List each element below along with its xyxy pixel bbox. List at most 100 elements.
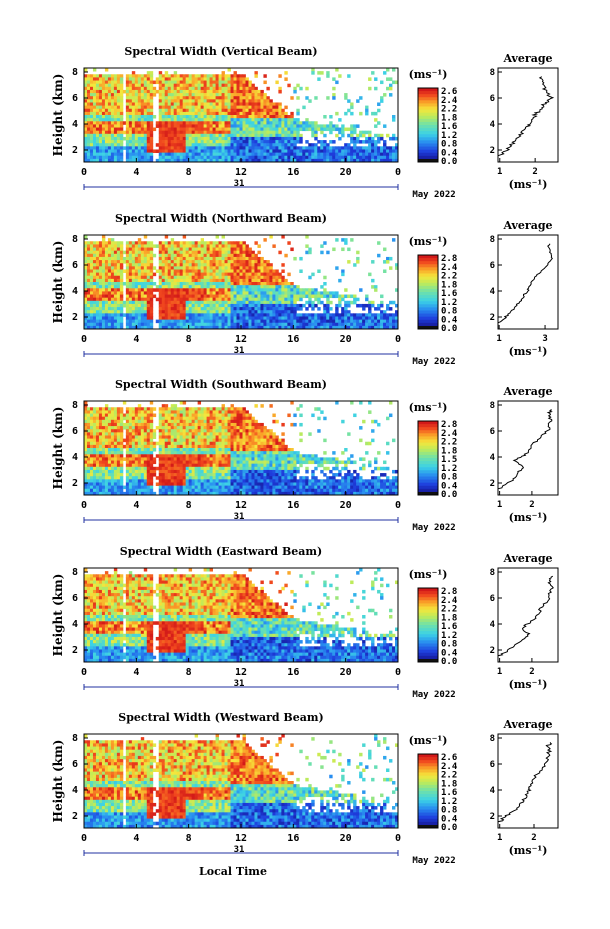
heatmap-cell	[113, 272, 118, 277]
heatmap-cell	[395, 316, 399, 320]
heatmap-cell	[84, 491, 88, 496]
heatmap-cell	[293, 130, 297, 135]
heatmap-cell	[158, 102, 163, 106]
heatmap-cell	[188, 313, 193, 317]
heatmap-cell	[95, 451, 100, 455]
heatmap-cell	[161, 291, 166, 295]
colorbar-swatch	[418, 121, 438, 126]
heatmap-cell	[248, 272, 252, 277]
heatmap-cell	[158, 133, 163, 138]
heatmap-cell	[287, 303, 291, 308]
heatmap-cell	[317, 146, 321, 150]
heatmap-cell	[368, 143, 372, 147]
heatmap-cell	[101, 316, 106, 320]
heatmap-cell	[206, 294, 210, 299]
heatmap-cell	[116, 482, 121, 486]
heatmap-cell	[218, 319, 222, 324]
heatmap-cell	[119, 432, 124, 436]
heatmap-cell	[158, 319, 163, 324]
heatmap-cell	[227, 250, 231, 255]
heatmap-cell	[197, 288, 202, 292]
heatmap-cell	[347, 99, 351, 103]
heatmap-cell	[104, 278, 109, 283]
heatmap-cell	[203, 260, 208, 264]
heatmap-cell	[350, 319, 354, 324]
heatmap-cell	[86, 140, 91, 144]
heatmap-cell	[128, 130, 133, 135]
heatmap-cell	[230, 303, 234, 308]
heatmap-cell	[170, 297, 175, 302]
heatmap-cell	[281, 152, 285, 157]
heatmap-cell	[263, 99, 267, 103]
heatmap-cell	[194, 133, 199, 138]
heatmap-cell	[389, 146, 393, 150]
heatmap-cell	[224, 93, 228, 97]
heatmap-cell	[182, 121, 187, 125]
heatmap-cell	[131, 444, 136, 449]
heatmap-cell	[233, 83, 237, 88]
heatmap-cell	[266, 285, 270, 289]
heatmap-cell	[92, 158, 97, 163]
heatmap-cell	[143, 241, 148, 245]
heatmap-cell	[356, 313, 360, 317]
heatmap-cell	[146, 140, 151, 144]
heatmap-cell	[284, 313, 288, 317]
heatmap-cell	[110, 319, 115, 324]
heatmap-cell	[86, 413, 91, 418]
heatmap-cell	[161, 127, 166, 132]
heatmap-cell	[86, 127, 91, 132]
heatmap-cell	[215, 127, 219, 132]
heatmap-cell	[215, 111, 219, 116]
heatmap-cell	[233, 105, 237, 110]
heatmap-cell	[191, 297, 196, 302]
heatmap-cell	[188, 272, 193, 277]
heatmap-cell	[173, 288, 178, 292]
heatmap-cell	[368, 158, 372, 163]
heatmap-cell	[209, 244, 213, 248]
heatmap-cell	[260, 316, 264, 320]
heatmap-cell	[158, 316, 163, 320]
heatmap-cell	[203, 241, 208, 245]
heatmap-cell	[119, 96, 124, 100]
heatmap-cell	[104, 83, 109, 88]
heatmap-cell	[266, 260, 270, 264]
heatmap-cell	[320, 143, 324, 147]
heatmap-cell	[110, 482, 115, 486]
heatmap-cell	[308, 291, 312, 295]
heatmap-cell	[86, 291, 91, 295]
heatmap-cell	[203, 130, 208, 135]
heatmap-cell	[158, 136, 163, 141]
heatmap-cell	[194, 310, 199, 314]
heatmap-cell	[113, 482, 118, 486]
heatmap-cell	[338, 130, 342, 135]
heatmap-cell	[89, 416, 94, 421]
x-tick-label: 4	[133, 167, 139, 178]
heatmap-cell	[236, 319, 240, 324]
heatmap-cell	[125, 300, 130, 305]
heatmap-cell	[104, 482, 109, 486]
heatmap-cell	[308, 146, 312, 150]
heatmap-cell	[164, 127, 169, 132]
heatmap-cell	[395, 319, 399, 324]
heatmap-cell	[84, 115, 88, 119]
heatmap-cell	[116, 476, 121, 480]
heatmap-cell	[278, 130, 282, 135]
heatmap-cell	[128, 149, 133, 153]
heatmap-cell	[104, 313, 109, 317]
heatmap-cell	[86, 105, 91, 110]
heatmap-cell	[98, 86, 103, 91]
heatmap-cell	[84, 482, 88, 486]
heatmap-cell	[104, 250, 109, 255]
heatmap-cell	[158, 130, 163, 135]
heatmap-cell	[281, 108, 285, 113]
heatmap-cell	[389, 316, 393, 320]
heatmap-cell	[98, 74, 103, 78]
heatmap-cell	[278, 322, 282, 327]
heatmap-cell	[128, 102, 133, 106]
heatmap-cell	[344, 241, 348, 245]
heatmap-cell	[236, 96, 240, 100]
heatmap-cell	[101, 247, 106, 252]
heatmap-cell	[95, 410, 100, 414]
heatmap-cell	[185, 111, 190, 116]
heatmap-cell	[332, 127, 336, 132]
